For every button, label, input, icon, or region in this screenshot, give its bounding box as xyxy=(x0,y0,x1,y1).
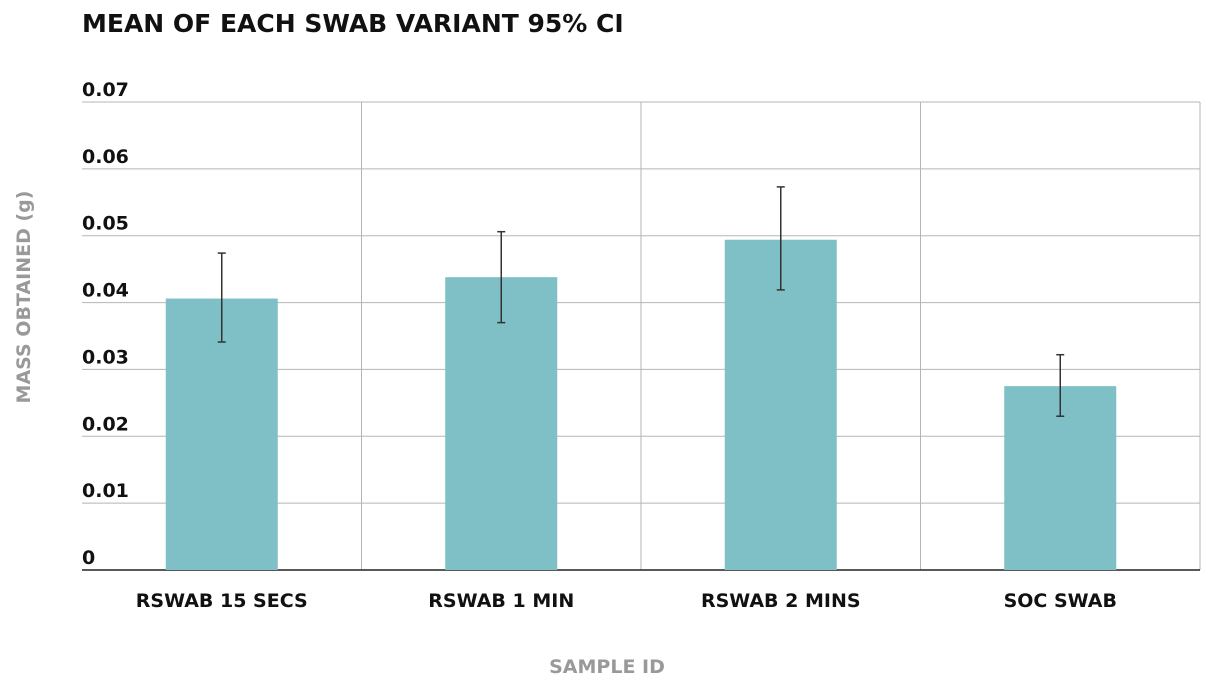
x-tick-labels: RSWAB 15 SECS RSWAB 1 MIN RSWAB 2 MINS SOC … xyxy=(136,590,1117,612)
bar-0 xyxy=(165,298,278,570)
chart-title: MEAN OF EACH SWAB VARIANT 95% CI xyxy=(82,9,624,38)
y-tick-label-3: 0.03 xyxy=(82,346,129,368)
y-tick-label-1: 0.01 xyxy=(82,480,129,502)
bar-2 xyxy=(724,239,837,570)
y-axis-label: MASS OBTAINED (g) xyxy=(13,191,35,404)
x-axis-label: SAMPLE ID xyxy=(549,656,665,678)
error-bars xyxy=(217,186,1065,417)
y-tick-labels: 0 0.01 0.02 0.03 0.04 0.05 0.06 0.07 xyxy=(82,79,129,569)
y-tick-label-4: 0.04 xyxy=(82,280,129,302)
x-tick-label-3: SOC SWAB xyxy=(1004,590,1117,612)
x-tick-label-0: RSWAB 15 SECS xyxy=(136,590,308,612)
bars xyxy=(165,239,1117,570)
bar-1 xyxy=(445,277,558,570)
y-tick-label-5: 0.05 xyxy=(82,213,129,235)
y-tick-label-2: 0.02 xyxy=(82,413,129,435)
y-tick-label-6: 0.06 xyxy=(82,146,129,168)
y-tick-label-7: 0.07 xyxy=(82,79,129,101)
x-tick-label-2: RSWAB 2 MINS xyxy=(701,590,861,612)
x-tick-label-1: RSWAB 1 MIN xyxy=(428,590,574,612)
y-tick-label-0: 0 xyxy=(82,547,95,569)
